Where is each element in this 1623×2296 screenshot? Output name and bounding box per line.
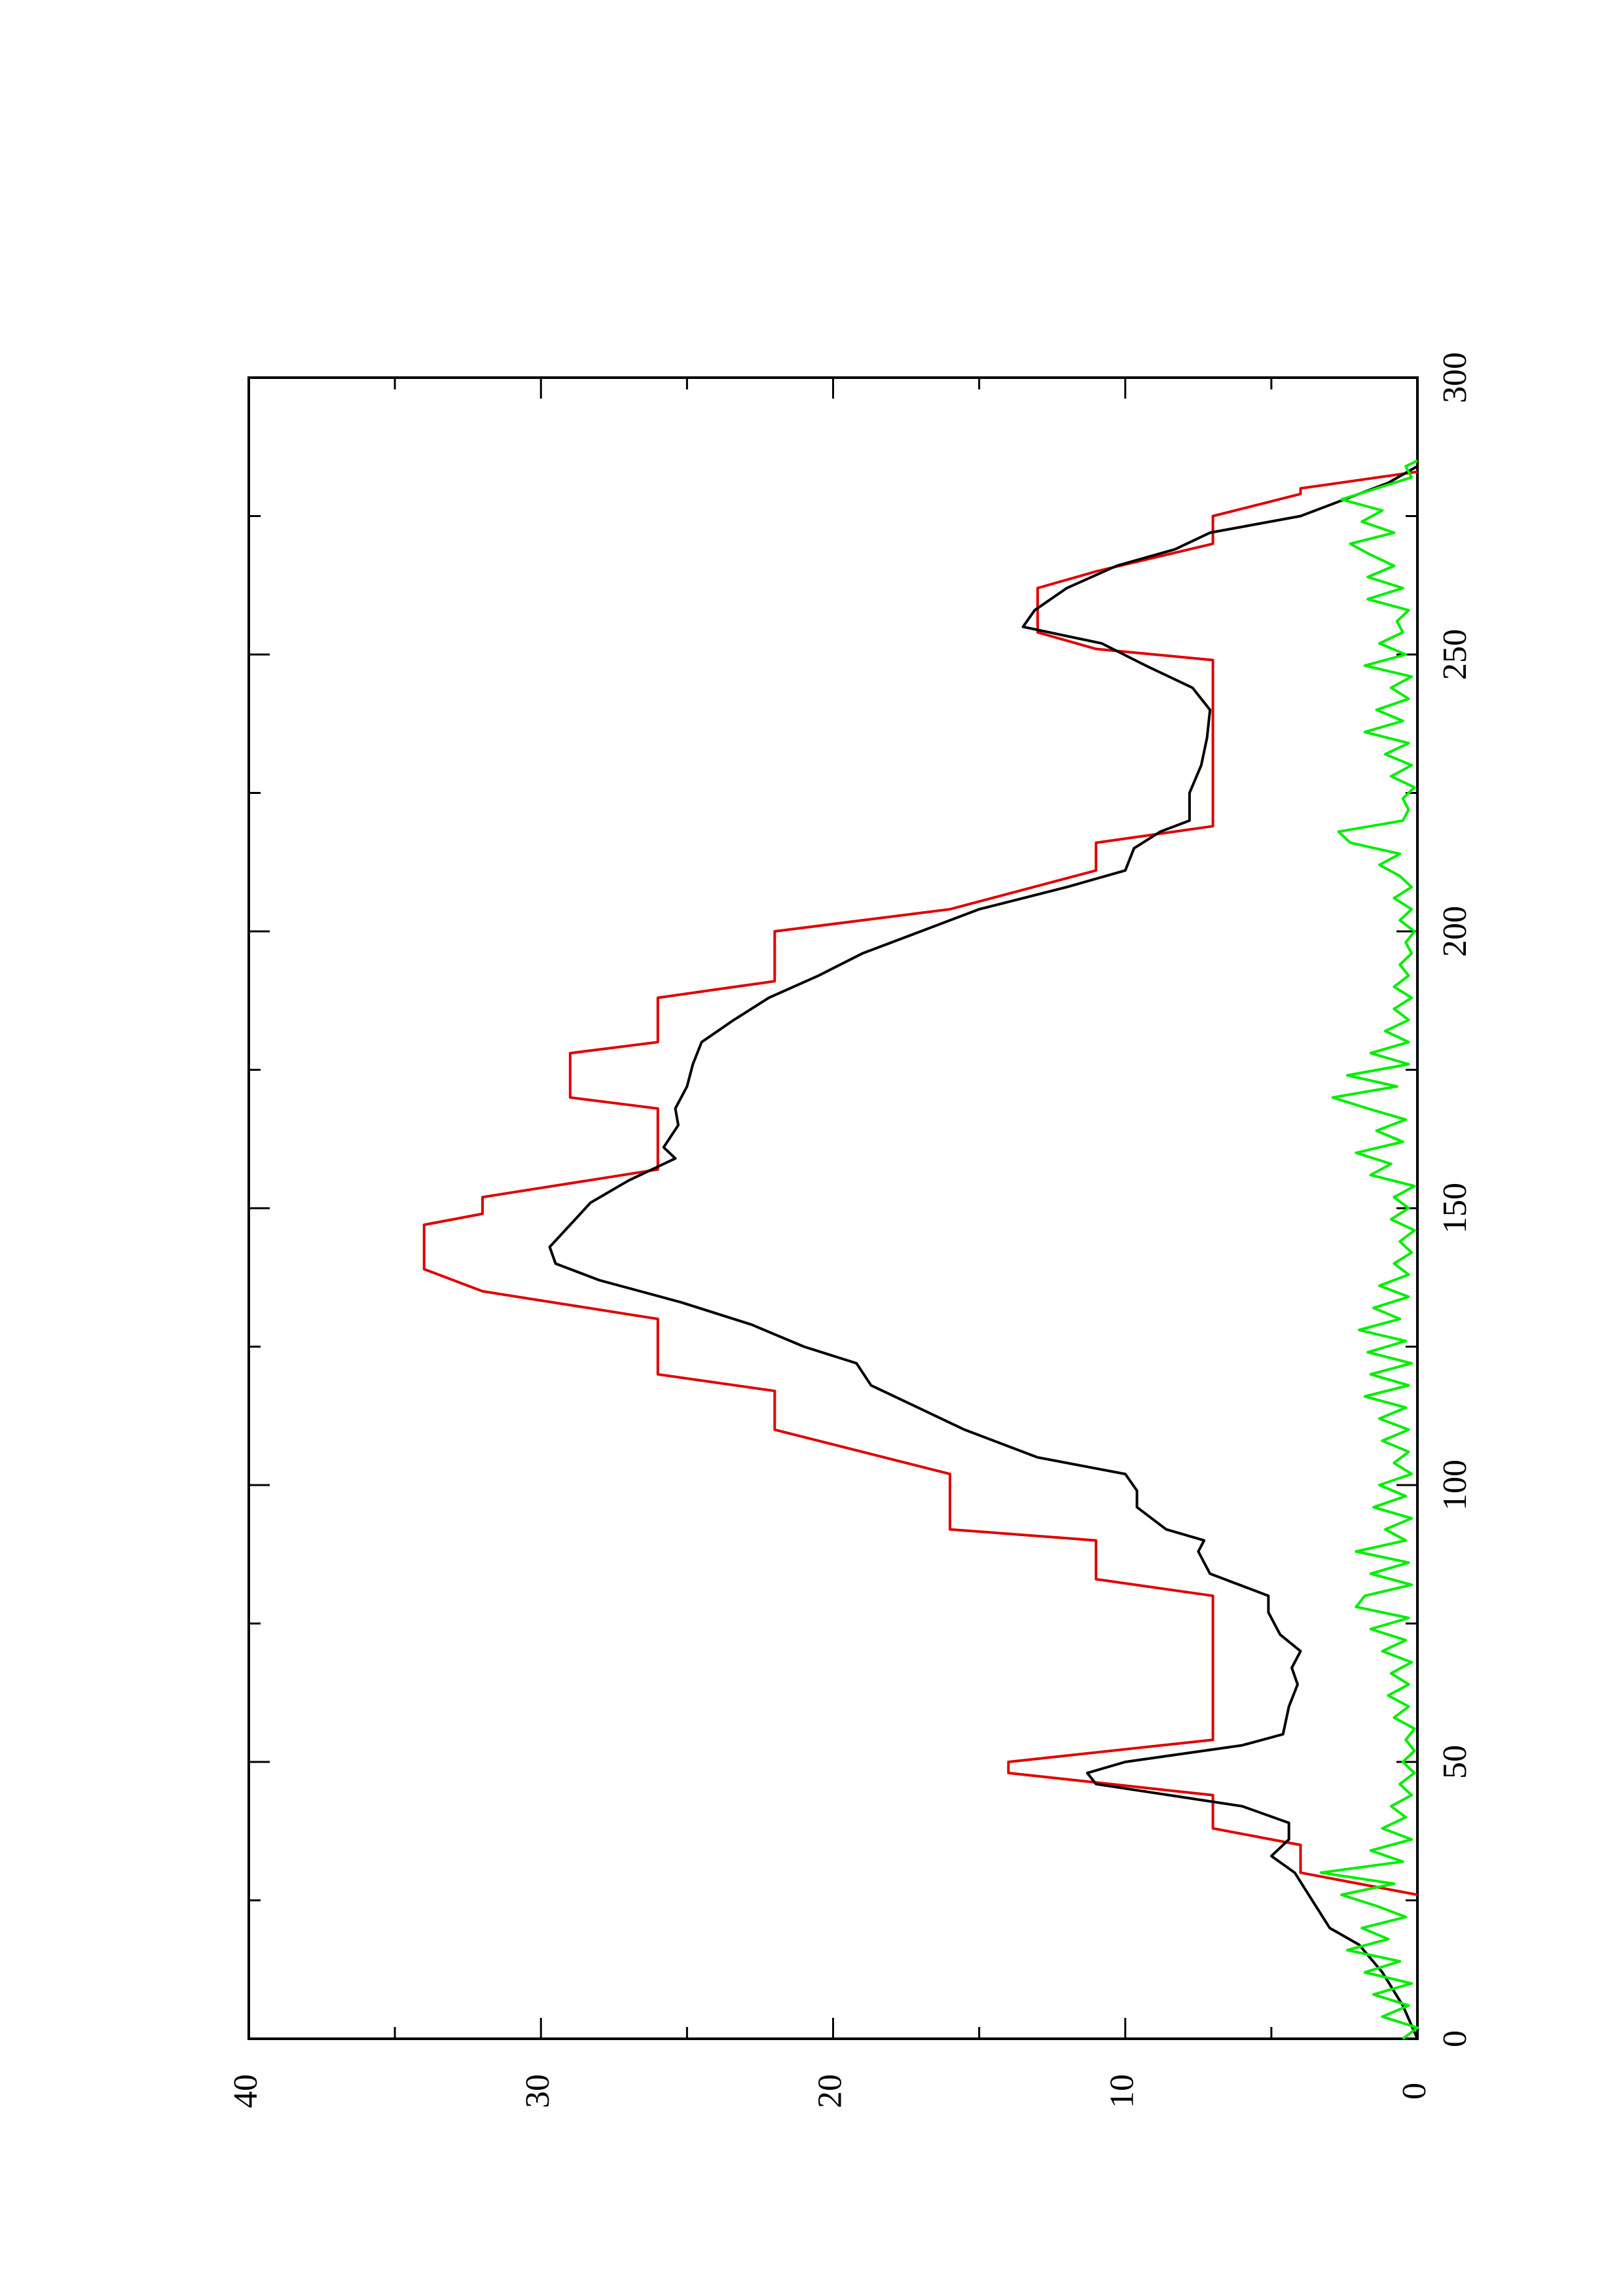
y-tick-label: 20: [811, 2074, 848, 2108]
y-tick-label: 30: [519, 2074, 556, 2108]
x-tick-label: 50: [1436, 1745, 1474, 1779]
x-tick-label: 250: [1436, 629, 1474, 680]
plot-frame: [247, 376, 1419, 2040]
x-tick-label: 200: [1436, 906, 1474, 957]
axis-tick-labels: 0 50 100 150 200 250 300 0 10 20 30 40: [227, 352, 1474, 2108]
y-tick-label: 40: [227, 2074, 264, 2108]
y-tick-label: 0: [1396, 2083, 1433, 2100]
x-tick-label: 100: [1436, 1460, 1474, 1511]
series-line-3: [1319, 459, 1419, 2040]
axis-ticks: [247, 376, 1419, 2040]
series-line-1: [422, 470, 1418, 1896]
x-tick-label: 0: [1436, 2030, 1474, 2047]
x-tick-label: 300: [1436, 352, 1474, 403]
y-tick-label: 10: [1104, 2074, 1141, 2108]
series-line-2: [548, 465, 1419, 2039]
x-tick-label: 150: [1436, 1183, 1474, 1234]
chart-series: [422, 459, 1419, 2040]
